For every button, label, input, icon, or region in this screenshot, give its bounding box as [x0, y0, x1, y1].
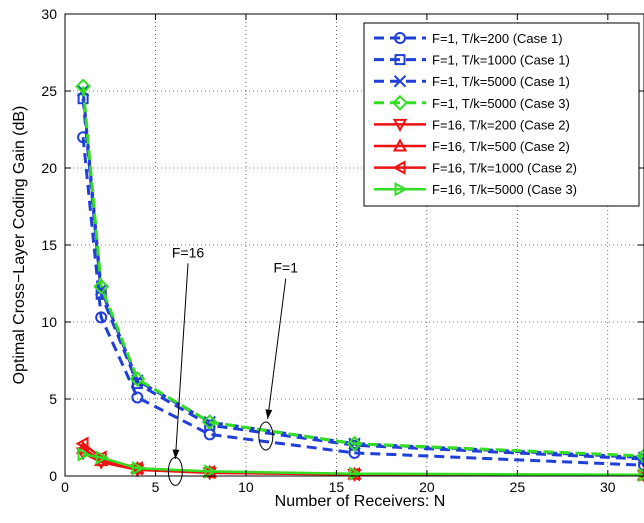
axis-layer: 0 5 10 15 20 25 30 0 5 10 15 20 25 30: [41, 6, 644, 495]
triangle-left-marker: [392, 160, 406, 175]
triangle-right-marker: [204, 464, 218, 479]
arrow-head: [265, 409, 273, 420]
x-tick-label: 5: [152, 479, 160, 495]
legend-entry: F=16, T/k=5000 (Case 3): [374, 182, 577, 197]
legend: F=1, T/k=200 (Case 1) F=1, T/k=1000 (Case…: [363, 22, 640, 207]
triangle-right-marker: [638, 467, 644, 482]
diamond-marker: [129, 371, 146, 387]
y-tick-label: 15: [41, 237, 57, 253]
annotation-1: F=16: [167, 244, 205, 486]
annotation-arrow: [174, 263, 189, 460]
triangle-down-marker: [392, 118, 408, 132]
annotation-label: F=16: [172, 244, 205, 260]
series-line: [81, 86, 644, 458]
y-tick-label: 25: [41, 83, 57, 99]
legend-entry: F=1, T/k=1000 (Case 1): [374, 53, 570, 68]
annotation-ellipse: [167, 456, 183, 486]
legend-label: F=16, T/k=500 (Case 2): [432, 139, 570, 154]
diamond-marker: [346, 435, 363, 452]
x-tick-label: 15: [329, 479, 345, 495]
triangle-left-marker: [75, 436, 89, 451]
legend-label: F=16, T/k=1000 (Case 2): [432, 161, 577, 176]
triangle-up-marker: [392, 138, 408, 152]
y-tick-label: 5: [49, 391, 57, 407]
diamond-marker: [75, 78, 92, 95]
series-4: [75, 78, 644, 464]
diamond-marker: [201, 414, 218, 431]
legend-box: [363, 22, 640, 207]
x-axis-title: Number of Receivers: N: [275, 493, 446, 510]
legend-label: F=1, T/k=200 (Case 1): [432, 31, 563, 46]
legend-label: F=1, T/k=1000 (Case 1): [432, 53, 570, 68]
annotation-ellipse: [258, 421, 274, 451]
x-tick-label: 20: [419, 479, 435, 495]
y-tick-label: 20: [41, 160, 57, 176]
arrow-head: [172, 449, 180, 460]
x-tick-label: 0: [61, 479, 69, 495]
legend-entry: F=16, T/k=500 (Case 2): [374, 138, 570, 154]
diamond-marker: [636, 448, 644, 464]
annotation-2: F=1: [258, 260, 298, 451]
series-8: [77, 447, 644, 482]
square-marker: [394, 54, 406, 66]
annotation-arrow: [267, 278, 287, 420]
legend-entry: F=1, T/k=200 (Case 1): [374, 31, 563, 46]
y-tick-label: 10: [41, 314, 57, 330]
annotation-label: F=1: [273, 260, 298, 276]
legend-entry: F=1, T/k=5000 (Case 3): [374, 94, 570, 111]
triangle-right-marker: [394, 182, 408, 197]
y-axis-title: Optimal Cross−Layer Coding Gain (dB): [11, 106, 28, 385]
triangle-right-marker: [131, 461, 145, 476]
legend-entry: F=1, T/k=5000 (Case 1): [374, 74, 570, 89]
circle-marker: [131, 391, 144, 404]
y-tick-label: 0: [49, 468, 57, 484]
circle-marker: [394, 32, 406, 44]
legend-label: F=16, T/k=200 (Case 2): [432, 117, 570, 132]
x-tick-label: 30: [600, 479, 616, 495]
y-tick-label: 30: [41, 6, 57, 22]
diamond-marker: [392, 94, 408, 111]
circle-marker: [638, 459, 644, 472]
circle-marker: [348, 446, 361, 459]
x-tick-label: 25: [510, 479, 526, 495]
annotation-layer: F=16 F=1: [167, 244, 298, 486]
circle-marker: [95, 311, 108, 324]
legend-entry: F=16, T/k=200 (Case 2): [374, 117, 570, 132]
series-line: [81, 98, 644, 461]
series-line: [82, 453, 644, 477]
triangle-right-marker: [77, 447, 91, 462]
diamond-marker: [93, 278, 110, 295]
legend-entry: F=16, T/k=1000 (Case 2): [374, 160, 577, 176]
legend-label: F=16, T/k=5000 (Case 3): [432, 182, 577, 197]
x-marker: [393, 74, 407, 88]
legend-label: F=1, T/k=5000 (Case 1): [432, 74, 570, 89]
legend-label: F=1, T/k=5000 (Case 3): [432, 96, 570, 111]
triangle-right-marker: [95, 450, 109, 465]
x-tick-label: 10: [238, 479, 254, 495]
series-layer: [75, 78, 644, 483]
